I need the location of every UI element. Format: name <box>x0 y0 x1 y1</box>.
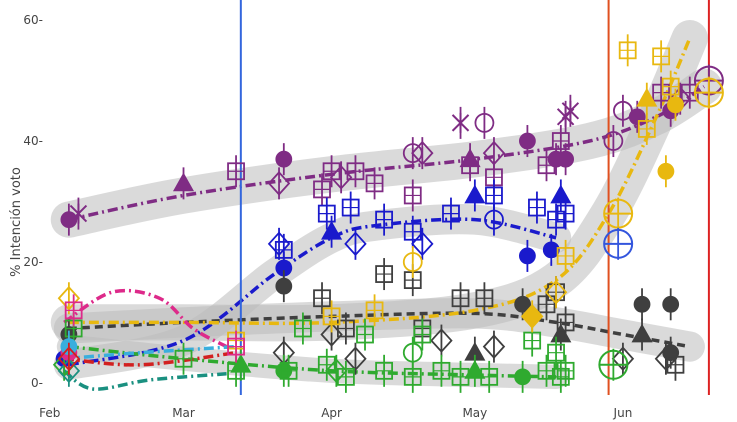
diamond-marker <box>411 140 434 166</box>
diamond-marker <box>544 279 568 305</box>
asterisk-marker <box>561 100 580 121</box>
poll-points <box>52 34 724 393</box>
diamond-marker <box>57 358 81 384</box>
triangle-marker <box>464 359 486 379</box>
circle-marker <box>275 150 293 168</box>
circle-marker <box>657 162 675 180</box>
diamond-marker <box>267 231 291 257</box>
trend-line <box>63 288 228 349</box>
diamond-marker <box>267 171 291 196</box>
x-tick-label: Apr <box>321 406 342 420</box>
triangle-marker <box>550 184 572 204</box>
triangle-marker <box>631 323 653 343</box>
y-tick-label: 40- <box>23 134 43 148</box>
trend-line <box>63 369 227 391</box>
triangle-marker <box>321 220 343 240</box>
diamond-marker <box>482 334 506 359</box>
circle-marker <box>518 247 536 265</box>
diamond-marker <box>344 231 367 257</box>
circle-marker <box>662 295 680 313</box>
circle-marker <box>60 211 78 229</box>
circle-marker <box>542 241 560 259</box>
circle-marker <box>628 108 646 126</box>
diamond-marker <box>411 231 434 257</box>
triangle-marker <box>230 353 252 373</box>
x-tick-label: Mar <box>172 406 195 420</box>
diamond-marker <box>430 328 453 353</box>
asterisk-marker <box>451 112 470 133</box>
x-tick-label: May <box>462 406 487 420</box>
triangle-marker <box>636 87 658 107</box>
y-axis: 0- 20- 40- 60- <box>23 13 43 390</box>
diamond-marker <box>520 304 544 329</box>
y-tick-label: 20- <box>23 255 43 269</box>
circle-marker <box>603 131 624 151</box>
circle-marker <box>402 252 423 272</box>
diamond-marker <box>611 346 635 372</box>
trend-line <box>68 85 706 222</box>
circle-marker <box>633 295 651 313</box>
trend-line <box>68 311 691 349</box>
triangle-marker <box>464 184 486 204</box>
circle-marker <box>667 96 684 114</box>
circle-marker <box>275 277 293 295</box>
triangle-marker <box>172 172 195 192</box>
x-tick-label: Jun <box>613 406 633 420</box>
circle-marker <box>557 150 575 168</box>
circle-marker <box>518 132 536 150</box>
y-tick-label: 60- <box>23 13 43 27</box>
circle-marker <box>514 368 532 386</box>
circle-marker <box>402 342 423 363</box>
x-axis: Feb Mar Apr May Jun <box>39 406 632 420</box>
circle-marker <box>514 295 532 313</box>
diamond-marker <box>325 358 348 384</box>
circle-marker <box>474 112 495 133</box>
diamond-marker <box>482 140 506 166</box>
asterisk-marker <box>69 203 88 224</box>
trend-line <box>68 217 557 367</box>
x-tick-label: Feb <box>39 406 60 420</box>
diamond-marker <box>344 346 367 372</box>
diamond-marker <box>57 346 81 372</box>
triangle-marker <box>459 148 481 168</box>
diamond-marker <box>57 285 81 311</box>
y-tick-label: 0- <box>31 376 43 390</box>
y-axis-title: % Intención voto <box>9 167 24 277</box>
